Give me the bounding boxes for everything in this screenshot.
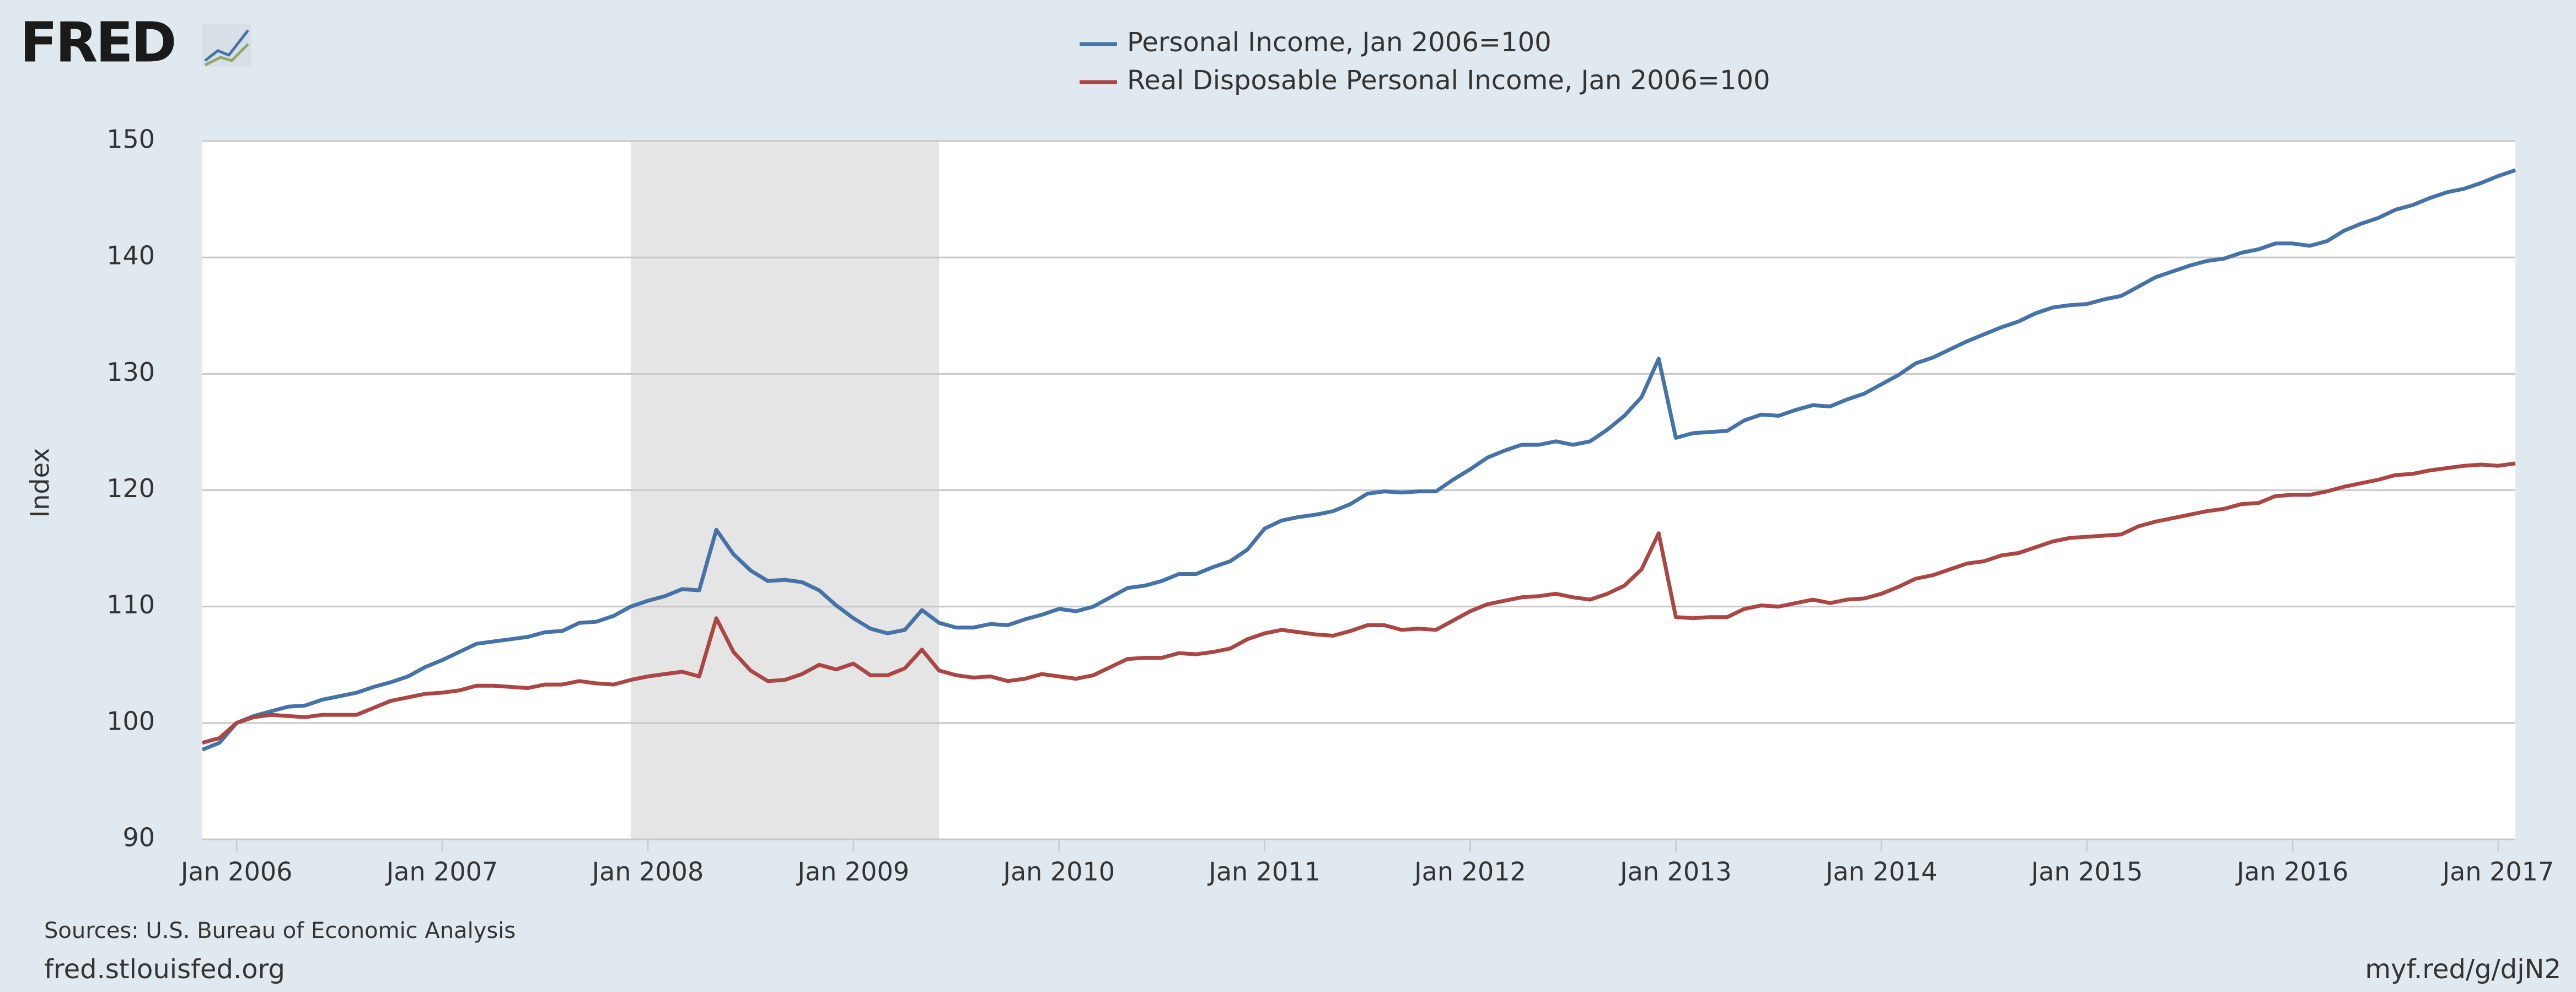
- site-link: fred.stlouisfed.org: [44, 954, 285, 985]
- x-tick-label: Jan 2015: [2030, 857, 2143, 887]
- short-link: myf.red/g/djN2: [2365, 954, 2561, 985]
- series-line: [202, 461, 2516, 745]
- y-tick-label: 120: [106, 473, 155, 503]
- x-tick-label: Jan 2013: [1618, 857, 1732, 887]
- y-tick-label: 90: [122, 823, 155, 853]
- series-line: [201, 168, 2516, 752]
- x-tick-label: Jan 2017: [2441, 857, 2554, 887]
- x-tick-label: Jan 2008: [591, 857, 704, 887]
- x-tick-label: Jan 2012: [1413, 857, 1526, 887]
- y-tick-label: 110: [106, 590, 155, 619]
- x-tick-label: Jan 2014: [1824, 857, 1938, 887]
- y-tick-label: 150: [106, 125, 155, 154]
- x-tick-label: Jan 2007: [385, 857, 498, 887]
- x-tick-label: Jan 2016: [2235, 857, 2349, 887]
- legend-label: Personal Income, Jan 2006=100: [1127, 27, 1552, 58]
- x-tick-label: Jan 2010: [1001, 857, 1115, 887]
- y-tick-label: 130: [106, 357, 155, 387]
- y-tick-label: 140: [106, 241, 155, 271]
- x-tick-label: Jan 2009: [796, 857, 910, 887]
- logo-icon: [202, 24, 251, 67]
- legend-label: Real Disposable Personal Income, Jan 200…: [1127, 65, 1770, 96]
- source-note: Sources: U.S. Bureau of Economic Analysi…: [44, 918, 516, 944]
- logo: FRED: [20, 10, 175, 74]
- y-axis-label: Index: [25, 448, 55, 518]
- y-tick-label: 100: [106, 706, 155, 736]
- x-tick-label: Jan 2006: [179, 857, 293, 887]
- x-tick-label: Jan 2011: [1207, 857, 1321, 887]
